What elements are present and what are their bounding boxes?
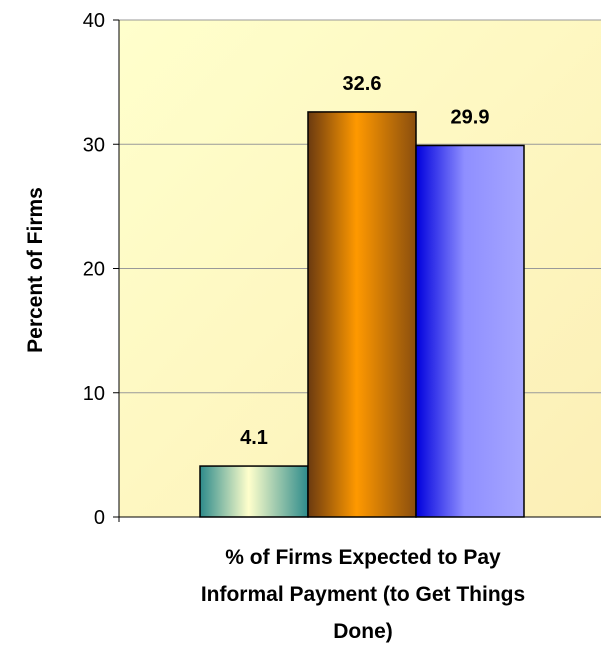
- y-tick-label: 40: [83, 10, 105, 32]
- labels: 0 10 20 30 40 4.1 32.6 29.9: [83, 10, 490, 529]
- data-label-2: 32.6: [343, 73, 382, 95]
- data-label-1: 4.1: [240, 427, 268, 449]
- x-axis-title-line-3: Done): [333, 620, 393, 643]
- x-axis-title-line-1: % of Firms Expected to Pay: [225, 546, 501, 569]
- y-tick-label: 0: [94, 507, 105, 529]
- y-axis-title: Percent of Firms: [24, 187, 47, 353]
- bar-2: [307, 111, 417, 518]
- y-tick-label: 20: [83, 259, 105, 281]
- bars: [199, 111, 525, 518]
- y-tick-label: 10: [83, 383, 105, 405]
- bar-1: [199, 465, 309, 518]
- axes: [113, 19, 601, 522]
- x-axis-title-line-2: Informal Payment (to Get Things: [201, 583, 525, 606]
- y-tick-label: 30: [83, 134, 105, 156]
- data-label-3: 29.9: [451, 106, 490, 128]
- bar-3: [415, 144, 525, 518]
